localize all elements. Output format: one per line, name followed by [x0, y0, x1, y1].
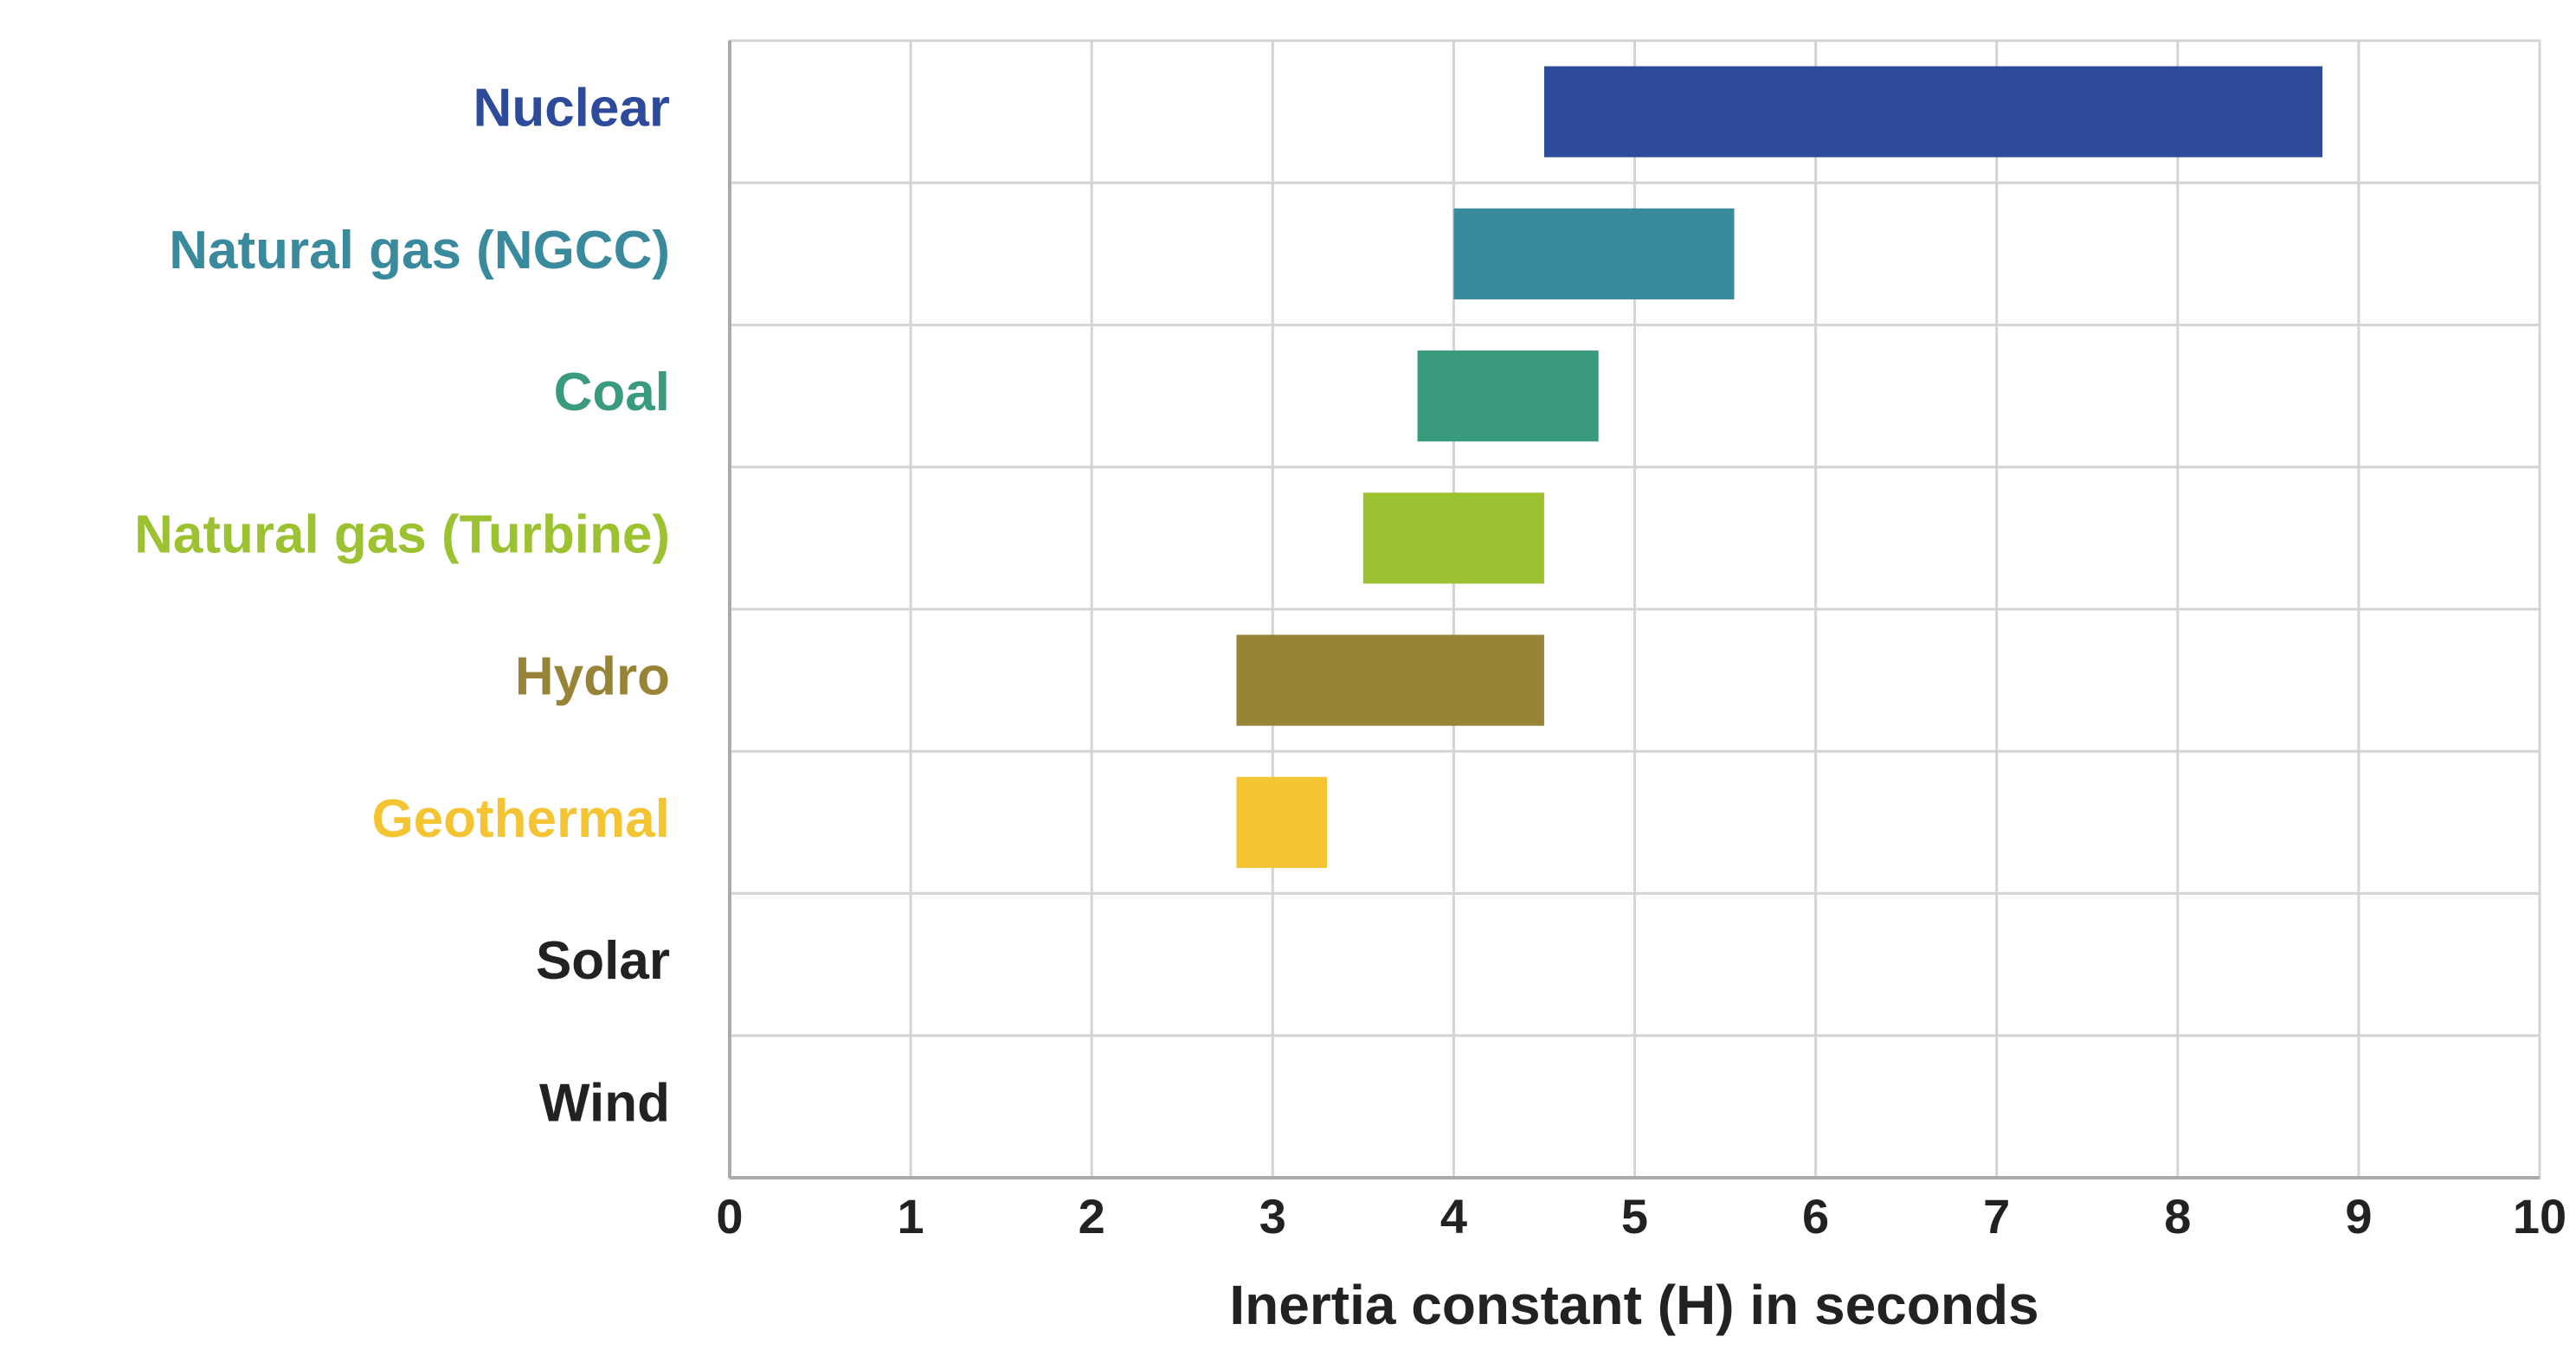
x-tick-label: 4	[1440, 1189, 1467, 1244]
x-tick-label: 6	[1802, 1189, 1829, 1244]
bar	[1417, 350, 1599, 442]
bar	[1543, 66, 2323, 157]
y-tick-label: Natural gas (Turbine)	[134, 504, 670, 564]
bar	[1453, 208, 1735, 299]
x-axis-title: Inertia constant (H) in seconds	[1229, 1274, 2038, 1336]
y-tick-label: Wind	[539, 1073, 670, 1133]
x-tick-label: 8	[2164, 1189, 2191, 1244]
y-tick-label: Natural gas (NGCC)	[169, 221, 670, 280]
y-tick-label: Geothermal	[371, 789, 670, 849]
x-tick-label: 9	[2345, 1189, 2372, 1244]
y-tick-label: Nuclear	[473, 79, 670, 138]
y-tick-label: Hydro	[515, 647, 670, 707]
y-tick-label: Solar	[536, 931, 670, 991]
x-tick-label: 0	[716, 1189, 743, 1244]
x-tick-label: 3	[1259, 1189, 1286, 1244]
x-tick-label: 2	[1079, 1189, 1105, 1244]
x-tick-label: 10	[2513, 1189, 2566, 1244]
y-tick-label: Coal	[554, 363, 670, 422]
x-tick-label: 5	[1621, 1189, 1648, 1244]
bar	[1362, 492, 1544, 584]
bar	[1236, 776, 1328, 868]
x-tick-label: 7	[1983, 1189, 2010, 1244]
bar	[1236, 634, 1544, 726]
x-tick-label: 1	[898, 1189, 924, 1244]
